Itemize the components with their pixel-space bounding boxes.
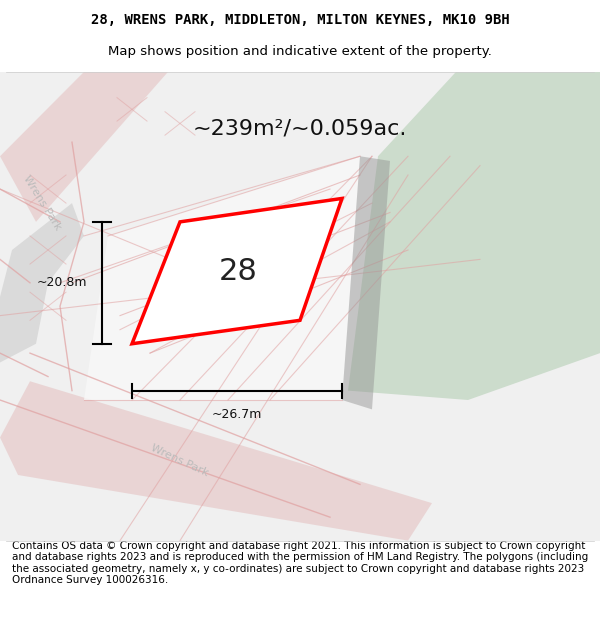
Polygon shape xyxy=(0,381,432,541)
Text: 28: 28 xyxy=(219,257,258,286)
Polygon shape xyxy=(0,72,168,222)
Polygon shape xyxy=(348,72,600,400)
Polygon shape xyxy=(0,203,84,362)
Polygon shape xyxy=(132,199,342,344)
Text: ~26.7m: ~26.7m xyxy=(212,408,262,421)
Text: ~20.8m: ~20.8m xyxy=(37,276,87,289)
Text: Wrens Park: Wrens Park xyxy=(21,174,63,232)
Polygon shape xyxy=(342,156,390,409)
Text: Map shows position and indicative extent of the property.: Map shows position and indicative extent… xyxy=(108,45,492,58)
Polygon shape xyxy=(0,72,600,541)
Text: ~239m²/~0.059ac.: ~239m²/~0.059ac. xyxy=(193,118,407,138)
Polygon shape xyxy=(84,156,360,400)
Text: 28, WRENS PARK, MIDDLETON, MILTON KEYNES, MK10 9BH: 28, WRENS PARK, MIDDLETON, MILTON KEYNES… xyxy=(91,13,509,27)
Text: Contains OS data © Crown copyright and database right 2021. This information is : Contains OS data © Crown copyright and d… xyxy=(12,541,588,586)
Text: Wrens Park: Wrens Park xyxy=(149,443,211,479)
